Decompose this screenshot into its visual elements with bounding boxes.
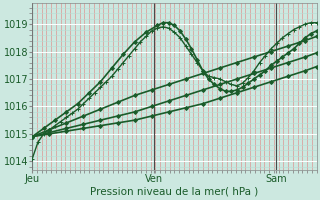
X-axis label: Pression niveau de la mer( hPa ): Pression niveau de la mer( hPa ) [90,187,259,197]
